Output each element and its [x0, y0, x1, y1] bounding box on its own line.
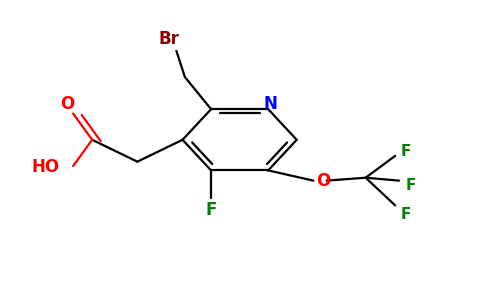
- Text: O: O: [316, 172, 330, 190]
- Text: F: F: [406, 178, 416, 194]
- Text: F: F: [205, 201, 217, 219]
- Text: F: F: [400, 144, 411, 159]
- Text: F: F: [400, 207, 411, 222]
- Text: Br: Br: [159, 30, 180, 48]
- Text: O: O: [60, 95, 75, 113]
- Text: N: N: [263, 95, 277, 113]
- Text: HO: HO: [31, 158, 60, 176]
